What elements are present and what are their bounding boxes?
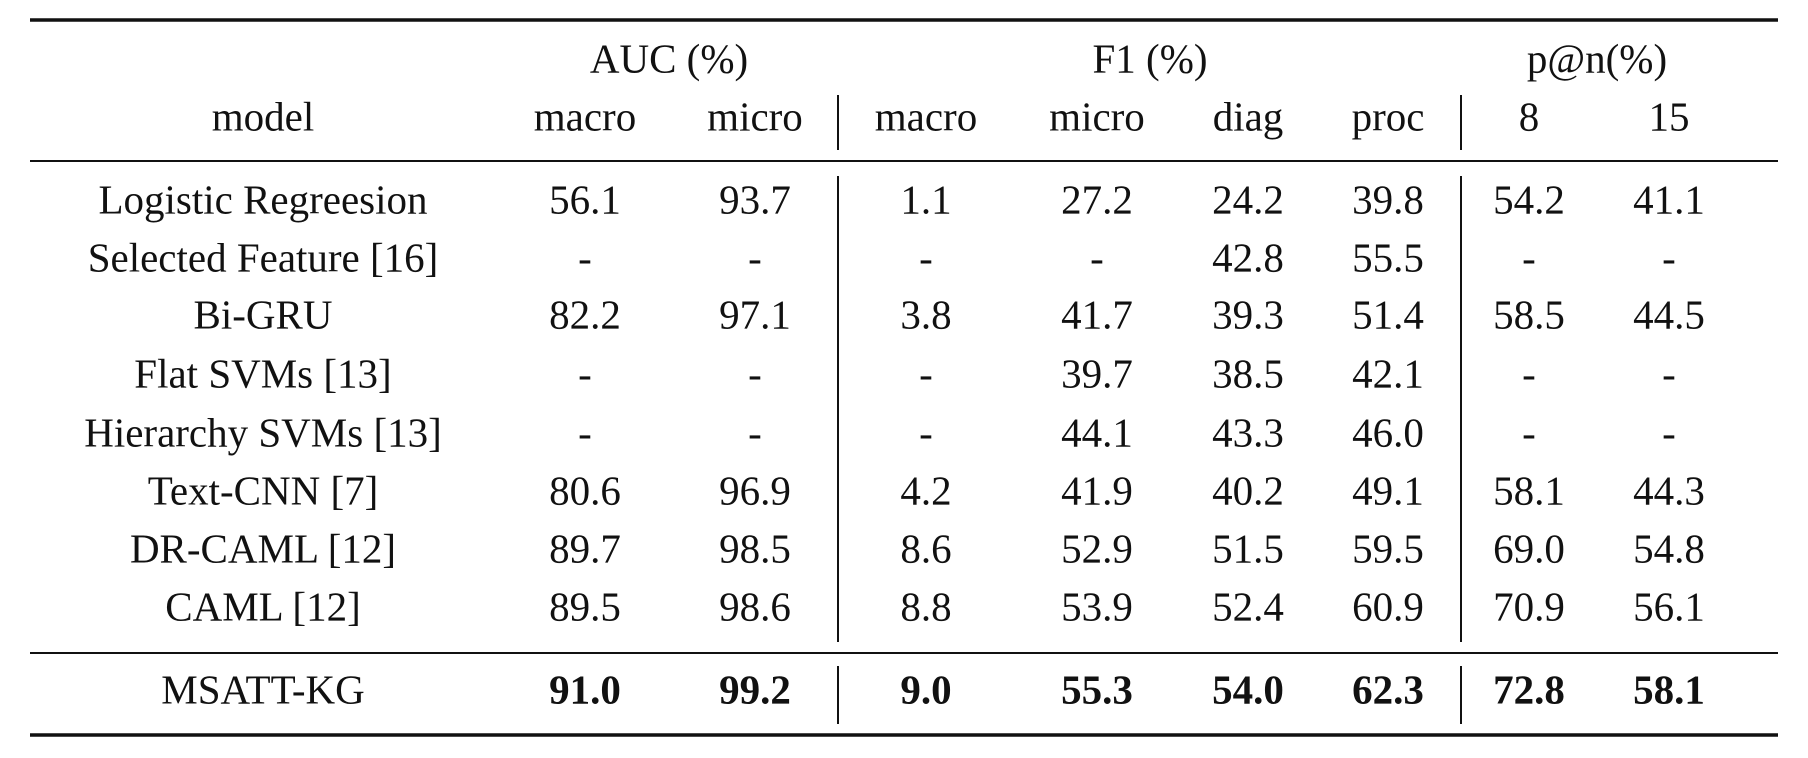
cell: - [1662,234,1676,280]
cell: - [1522,350,1536,396]
column-header: model [212,93,314,139]
cell: 54.8 [1633,525,1705,571]
cell: 41.9 [1061,467,1133,513]
cell: 8.6 [900,525,951,571]
column-header: macro [875,93,977,139]
cell: - [1090,234,1104,280]
cell: 55.5 [1352,234,1424,280]
cell: 51.4 [1352,291,1424,337]
cell: 82.2 [549,291,621,337]
cell: 27.2 [1061,176,1133,222]
cell: 98.6 [719,583,791,629]
cell: 38.5 [1212,350,1284,396]
cell: 52.4 [1212,583,1284,629]
column-header: 8 [1519,93,1540,139]
cell: 39.7 [1061,350,1133,396]
cell: 39.3 [1212,291,1284,337]
cell: 3.8 [900,291,951,337]
cell: 55.3 [1061,666,1133,712]
cell: - [919,234,933,280]
cell: 46.0 [1352,409,1424,455]
cell: 72.8 [1493,666,1565,712]
cell: 52.9 [1061,525,1133,571]
model-name: CAML [12] [165,583,361,629]
cell: 41.7 [1061,291,1133,337]
model-name: DR-CAML [12] [130,525,396,571]
cell: 41.1 [1633,176,1705,222]
cell: 58.5 [1493,291,1565,337]
cell: 1.1 [900,176,951,222]
cell: 69.0 [1493,525,1565,571]
cell: - [578,350,592,396]
column-header: macro [534,93,636,139]
cell: 96.9 [719,467,791,513]
cell: 97.1 [719,291,791,337]
cell: 54.2 [1493,176,1565,222]
cell: 44.5 [1633,291,1705,337]
cell: 42.8 [1212,234,1284,280]
group-header: AUC (%) [590,35,748,81]
cell: - [1662,350,1676,396]
cell: - [1522,409,1536,455]
cell: 44.1 [1061,409,1133,455]
cell: - [1662,409,1676,455]
cell: 9.0 [900,666,951,712]
cell: 49.1 [1352,467,1424,513]
cell: 43.3 [1212,409,1284,455]
cell: 8.8 [900,583,951,629]
cell: 59.5 [1352,525,1424,571]
column-header: diag [1213,93,1284,139]
cell: - [919,350,933,396]
cell: - [578,234,592,280]
cell: 56.1 [1633,583,1705,629]
model-name: Bi-GRU [194,291,333,337]
group-header: p@n(%) [1527,35,1667,81]
cell: 56.1 [549,176,621,222]
column-header: 15 [1649,93,1690,139]
model-name: Logistic Regreesion [98,176,427,222]
cell: 53.9 [1061,583,1133,629]
cell: 80.6 [549,467,621,513]
cell: 42.1 [1352,350,1424,396]
cell: 98.5 [719,525,791,571]
column-header: micro [707,93,803,139]
cell: 91.0 [549,666,621,712]
cell: - [748,234,762,280]
cell: 44.3 [1633,467,1705,513]
cell: 99.2 [719,666,791,712]
cell: - [748,409,762,455]
cell: 62.3 [1352,666,1424,712]
cell: 58.1 [1633,666,1705,712]
cell: 89.5 [549,583,621,629]
model-name: Flat SVMs [13] [134,350,391,396]
model-name: Text-CNN [7] [148,467,379,513]
model-name: Hierarchy SVMs [13] [84,409,442,455]
cell: 40.2 [1212,467,1284,513]
cell: 24.2 [1212,176,1284,222]
model-name: Selected Feature [16] [88,234,439,280]
column-header: proc [1352,93,1425,139]
cell: 54.0 [1212,666,1284,712]
group-header: F1 (%) [1092,35,1207,81]
cell: 60.9 [1352,583,1424,629]
cell: - [578,409,592,455]
cell: 4.2 [900,467,951,513]
cell: 39.8 [1352,176,1424,222]
cell: - [748,350,762,396]
cell: - [919,409,933,455]
cell: - [1522,234,1536,280]
model-name: MSATT-KG [161,666,365,712]
column-header: micro [1049,93,1145,139]
cell: 58.1 [1493,467,1565,513]
cell: 89.7 [549,525,621,571]
cell: 93.7 [719,176,791,222]
cell: 70.9 [1493,583,1565,629]
cell: 51.5 [1212,525,1284,571]
